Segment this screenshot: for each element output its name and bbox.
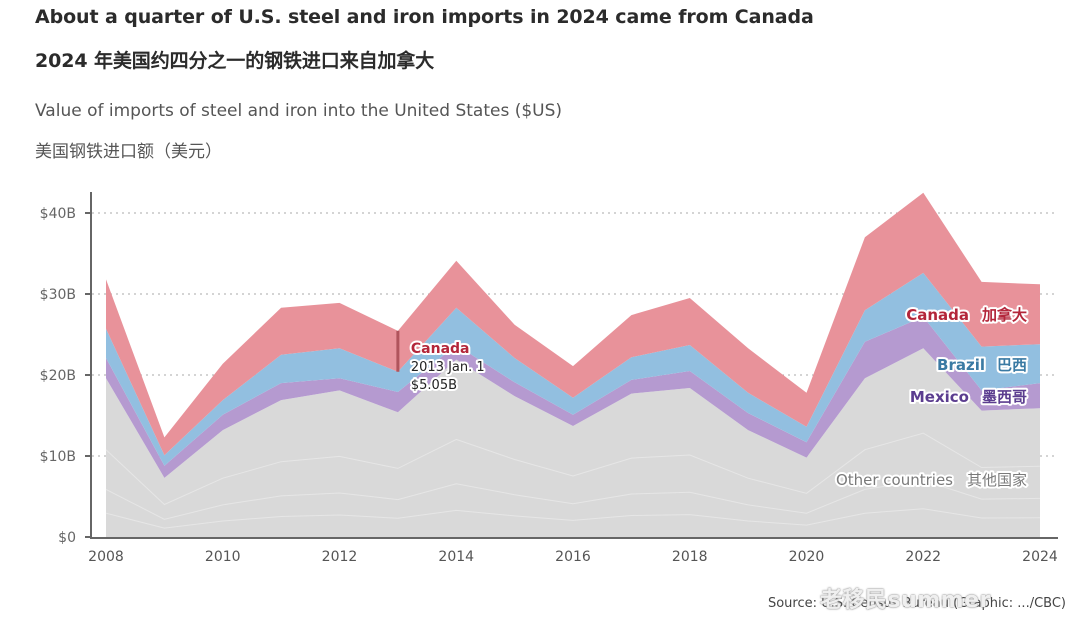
other-countries-subline: [105, 432, 1041, 506]
y-tick-label: $20B: [40, 368, 76, 384]
x-tick-label: 2014: [438, 549, 474, 565]
series-label-canada: 加拿大 Canada: [904, 304, 1029, 326]
area-layers: [105, 192, 1041, 537]
x-tick-label: 2024: [1022, 549, 1058, 565]
annotation-series: Canada: [411, 341, 470, 357]
watermark: 老移民summer: [820, 588, 991, 613]
annotation: Canada 2013 Jan. 1 $5.05B: [396, 330, 487, 395]
chart-subtitle-zh: 美国钢铁进口额（美元）: [35, 142, 222, 162]
series-label-en: Brazil: [937, 356, 985, 374]
x-tick-label: 2012: [322, 549, 358, 565]
x-tick-label: 2020: [789, 549, 825, 565]
series-label-mexico: 墨西哥 Mexico: [908, 386, 1029, 408]
chart-title-en: About a quarter of U.S. steel and iron i…: [35, 6, 814, 28]
series-label-brazil: 巴西 Brazil: [935, 354, 1029, 376]
area-brazil: [106, 272, 1040, 466]
y-tick-label: $40B: [40, 206, 76, 222]
y-tick-label: $0: [58, 530, 76, 546]
series-label-zh: 加拿大: [981, 306, 1027, 324]
series-label-zh: 巴西: [997, 356, 1027, 374]
axes: $0 $10B $20B $30B $40B 2008 2010 2012 2014 2016 20…: [40, 192, 1058, 565]
series-labels: 其他国家 Other countries 墨西哥 Mexico 巴西 Brazil 加拿大 C…: [834, 304, 1029, 491]
area-canada: [106, 192, 1040, 456]
source-note: Source: U.S. Census Bureau (Graphic: ...…: [767, 596, 1066, 611]
x-tick-label: 2018: [672, 549, 708, 565]
series-label-zh: 其他国家: [967, 471, 1027, 489]
series-label-en: Other countries: [836, 471, 953, 489]
x-tick-label: 2016: [555, 549, 591, 565]
y-tick-label: $30B: [40, 287, 76, 303]
chart-title-zh: 2024 年美国约四分之一的钢铁进口来自加拿大: [35, 50, 435, 72]
area-mexico: [106, 316, 1040, 478]
series-label-en: Canada: [906, 306, 969, 324]
chart-subtitle-en: Value of imports of steel and iron into …: [35, 101, 563, 121]
series-label-other-countries: 其他国家 Other countries: [834, 469, 1029, 491]
x-tick-label: 2022: [905, 549, 941, 565]
x-tick-label: 2010: [205, 549, 241, 565]
area-other-countries: [106, 348, 1040, 537]
other-countries-subline: [105, 479, 1041, 520]
annotation-value: $5.05B: [411, 378, 457, 393]
other-countries-subline: [105, 508, 1041, 529]
y-tick-label: $10B: [40, 449, 76, 465]
series-label-en: Mexico: [910, 388, 969, 406]
x-tick-label: 2008: [88, 549, 124, 565]
annotation-date: 2013 Jan. 1: [411, 360, 485, 375]
series-label-zh: 墨西哥: [982, 388, 1027, 406]
